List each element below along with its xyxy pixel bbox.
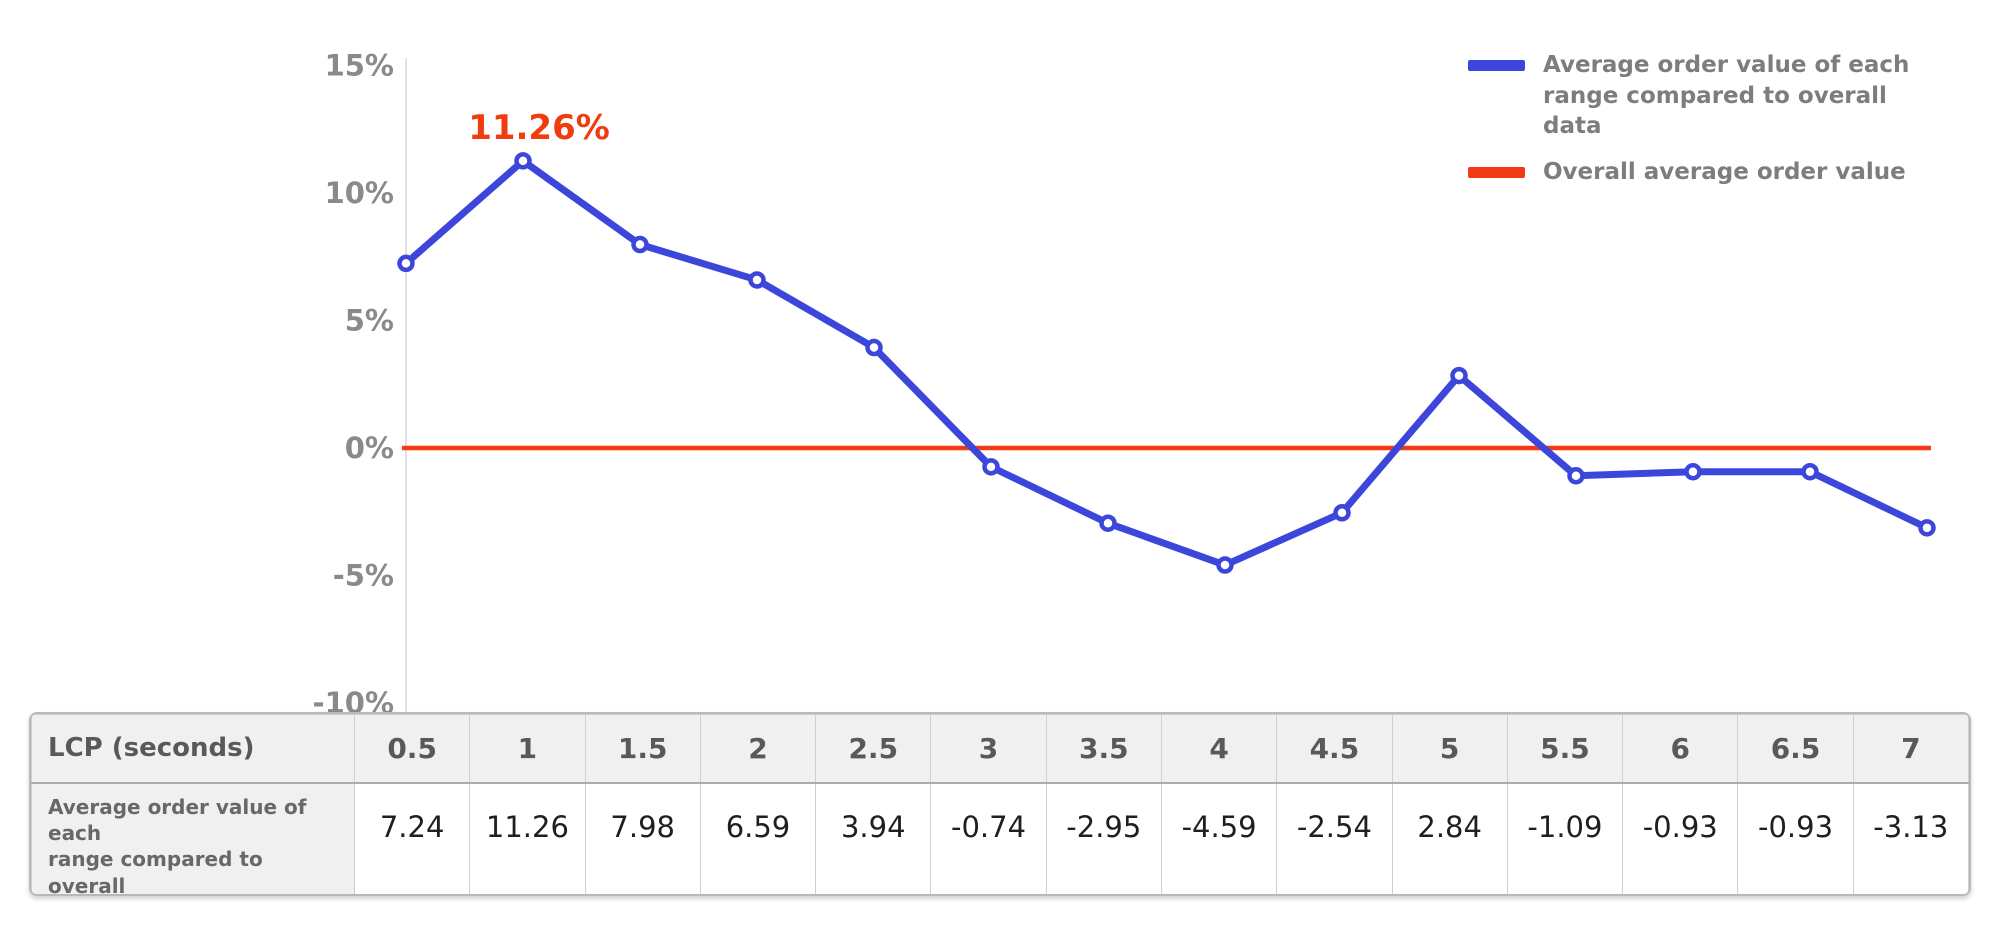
table-column-header: 1.5 — [584, 714, 701, 784]
data-point-marker — [1801, 462, 1819, 481]
table-value-cell: 3.94 — [815, 781, 932, 894]
chart-legend: Average order value of each range compar… — [1468, 50, 1948, 202]
data-point-marker — [631, 235, 649, 254]
table-value-cell: 11.26 — [469, 781, 586, 894]
table-value-cell: -1.09 — [1506, 781, 1624, 894]
table-value-cell: 2.84 — [1391, 781, 1508, 894]
blue-line-swatch — [1468, 60, 1525, 71]
data-point-marker — [1333, 504, 1351, 522]
legend-label: Average order value of each range compar… — [1543, 52, 1910, 140]
data-point-marker — [1099, 514, 1117, 532]
line-chart: 15% 10% 5% 0% -5% -10% 11.26% — [313, 49, 1936, 712]
data-point-marker — [397, 254, 415, 273]
table-value-cell: -0.93 — [1737, 781, 1854, 894]
table-column-header: 6 — [1622, 714, 1739, 784]
table-value-cell: -2.95 — [1045, 781, 1162, 894]
table-corner-cell: LCP (seconds) — [31, 714, 355, 784]
table-column-header: 5 — [1391, 714, 1508, 784]
data-point-marker — [982, 458, 1000, 476]
table-value-cell: -0.93 — [1622, 781, 1739, 894]
data-table: LCP (seconds) 0.5 1 1.5 2 2.5 3 3.5 4 4.5 5 5.5 6 6.… — [29, 712, 1971, 896]
y-axis-tick-label: 10% — [325, 176, 394, 210]
data-point-marker — [865, 338, 883, 357]
y-axis-tick-label: -10% — [313, 686, 394, 712]
table-column-header: 6.5 — [1737, 714, 1854, 784]
table-header-row: LCP (seconds) 0.5 1 1.5 2 2.5 3 3.5 4 4.5 5 5.5 6 6.… — [31, 714, 1969, 784]
red-line-swatch — [1468, 166, 1525, 178]
table-column-header: 1 — [469, 714, 586, 784]
table-value-cell: 7.24 — [353, 781, 471, 894]
table-value-cell: -4.59 — [1160, 781, 1278, 894]
table-column-header: 4 — [1160, 714, 1278, 784]
table-column-header: 3 — [930, 714, 1047, 784]
table-column-header: 7 — [1852, 714, 1969, 784]
y-axis-tick-label: -5% — [333, 559, 394, 593]
data-point-marker — [1918, 519, 1936, 537]
table-value-row: Average order value of each range compar… — [31, 781, 1969, 894]
data-point-marker — [748, 271, 766, 289]
legend-label: Overall average order value — [1543, 158, 1906, 185]
y-axis-tick-label: 15% — [325, 49, 394, 83]
data-point-marker — [514, 152, 532, 170]
peak-annotation: 11.26% — [468, 108, 610, 148]
table-column-header: 2.5 — [815, 714, 932, 784]
table-column-header: 0.5 — [353, 714, 471, 784]
y-axis-tick-label: 5% — [345, 304, 394, 338]
legend-item-overall-average: Overall average order value — [1468, 157, 1948, 188]
table-value-cell: 6.59 — [699, 781, 817, 894]
y-axis-tick-label: 0% — [345, 431, 394, 465]
table-column-header: 3.5 — [1045, 714, 1162, 784]
data-point-marker — [1216, 556, 1234, 574]
table-value-cell: -2.54 — [1276, 781, 1393, 894]
table-column-header: 5.5 — [1506, 714, 1624, 784]
table-value-cell: 7.98 — [584, 781, 701, 894]
table-value-cell: -3.13 — [1852, 781, 1969, 894]
table-value-cell: -0.74 — [930, 781, 1047, 894]
data-point-marker — [1450, 366, 1468, 385]
data-point-marker — [1567, 467, 1585, 485]
data-point-marker — [1684, 462, 1702, 481]
table-row-label-cell: Average order value of each range compar… — [31, 781, 355, 894]
table-column-header: 4.5 — [1276, 714, 1393, 784]
legend-item-aov-range: Average order value of each range compar… — [1468, 50, 1948, 142]
table-column-header: 2 — [699, 714, 817, 784]
aov-line — [402, 157, 1931, 569]
